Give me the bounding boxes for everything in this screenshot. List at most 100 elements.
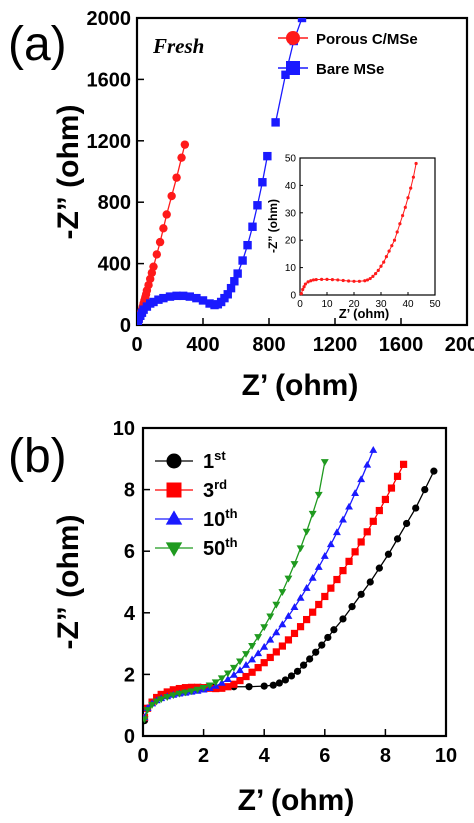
panel-b-data-point	[333, 575, 341, 584]
panel-b-data-point	[302, 584, 311, 591]
inset-y-axis-label: -Z” (ohm)	[266, 199, 280, 253]
panel-b-data-point	[290, 629, 299, 638]
panel-a-data-point	[159, 224, 168, 233]
panel-b-data-point	[324, 633, 332, 642]
panel-b-data-point	[278, 589, 287, 596]
legend-label-porous: Porous C/MSe	[316, 31, 418, 48]
inset-data-point	[395, 230, 399, 234]
panel-b-data-point	[339, 515, 347, 523]
panel-b-series-group	[143, 446, 438, 725]
inset-data-point	[409, 186, 413, 190]
panel-b-series-line	[143, 464, 405, 718]
panel-a-data-point	[172, 173, 181, 182]
panel-b-data-point	[260, 642, 269, 650]
inset-data-point	[411, 175, 415, 179]
panel-a-data-point	[297, 18, 307, 23]
legend-label: 1st	[203, 448, 226, 473]
inset-data-point	[376, 268, 380, 272]
panel-b-data-point	[381, 495, 389, 504]
inset-data-point	[309, 279, 313, 283]
panel-b-data-point	[260, 659, 268, 667]
panel-b-data-point	[363, 528, 371, 536]
panel-b-data-point	[296, 545, 305, 553]
panel-b-data-point	[193, 686, 202, 694]
inset-y-tick-label: 10	[285, 263, 297, 274]
panel-b-data-point	[218, 684, 226, 692]
panel-b-data-point	[175, 690, 184, 698]
panel-b-data-point	[363, 460, 372, 468]
panel-b-data-point	[320, 459, 329, 467]
inset-data-point	[303, 282, 307, 286]
panel-b-data-point	[421, 486, 429, 494]
panel-a-data-point	[167, 191, 176, 201]
legend-label: 50th	[203, 535, 238, 560]
panel-b-data-point	[254, 664, 262, 672]
inset-data-point	[325, 277, 329, 281]
panel-a-data-point	[263, 151, 272, 161]
inset-data-point	[299, 292, 303, 296]
panel-a-data-point	[177, 153, 186, 162]
inset-y-tick-label: 40	[285, 181, 297, 192]
panel-b-data-point	[284, 612, 293, 619]
panel-a-legend: Porous C/MSe Bare MSe	[278, 31, 418, 78]
inset-data	[299, 161, 418, 296]
legend-marker-porous	[286, 31, 300, 45]
panel-a-y-tick-label: 800	[98, 192, 131, 214]
panel-b-data-point	[163, 694, 172, 702]
panel-a-data-point	[179, 291, 188, 301]
panel-b-data-point	[254, 634, 263, 641]
inset-x-tick-label: 40	[402, 299, 414, 310]
panel-a-data-point	[172, 291, 181, 301]
panel-b-data-point	[223, 675, 232, 683]
panel-b-data-point	[357, 475, 366, 483]
panel-a-label: (a)	[8, 18, 67, 71]
panel-b-data-point	[339, 615, 347, 623]
panel-a-annotation: Fresh	[152, 34, 204, 58]
inset-data-point	[382, 260, 386, 264]
panel-b-data-point	[248, 668, 256, 676]
panel-b-data-point	[169, 686, 177, 694]
legend-label-superscript: th	[225, 506, 237, 521]
panel-b-data-point	[217, 675, 226, 683]
inset-data-point	[302, 285, 306, 289]
panel-a-data-point	[155, 237, 165, 247]
panel-a-data-point	[258, 178, 267, 187]
panel-b-data-point	[384, 550, 393, 558]
panel-b-data-point	[275, 679, 283, 687]
panel-b-y-tick-label: 0	[124, 726, 135, 748]
panel-a-data-point	[253, 201, 262, 210]
panel-a-data-point	[149, 297, 158, 307]
panel-b-data-point	[330, 626, 338, 634]
panel-a-data-point	[165, 292, 175, 301]
panel-b-data	[143, 446, 438, 725]
panel-b-data-point	[348, 603, 356, 611]
panel-b-data-point	[314, 563, 323, 570]
panel-b-y-tick-label: 8	[124, 480, 135, 502]
panel-b-data-point	[169, 692, 178, 700]
panel-b-data-point	[309, 608, 317, 616]
panel-a-data-point	[233, 269, 242, 278]
panel-a-y-ticks: 0 400 800 1200 1600 2000	[87, 8, 144, 337]
panel-b-data-point	[393, 535, 402, 543]
panel-b-data-point	[412, 504, 420, 512]
inset-data-point	[320, 277, 324, 281]
panel-b-data-point	[272, 648, 280, 656]
panel-b-data-point	[293, 667, 302, 675]
panel-a-x-tick-label: 400	[186, 334, 219, 356]
inset-data-point	[379, 264, 383, 268]
panel-a-data-point	[243, 240, 252, 250]
panel-a-x-tick-label: 2000	[445, 334, 474, 356]
legend-label-bare: Bare MSe	[316, 61, 384, 78]
panel-b-data-point	[369, 446, 378, 453]
panel-b-data-point	[399, 460, 408, 468]
panel-b-data-point	[345, 502, 353, 510]
inset-data-point	[314, 278, 318, 282]
panel-b-data-point	[357, 538, 365, 546]
legend-marker	[166, 482, 182, 498]
panel-b-data-point	[242, 672, 250, 681]
panel-b-data-point	[211, 679, 220, 687]
panel-a-x-ticks: 0 400 800 1200 1600 2000	[131, 318, 474, 356]
inset-data-point	[352, 279, 356, 283]
